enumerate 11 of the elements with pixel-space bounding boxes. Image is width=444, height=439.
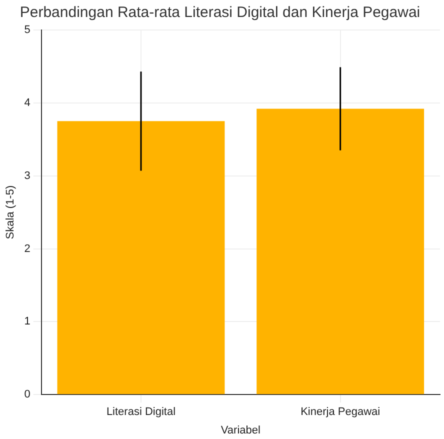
y-tick-label: 5 xyxy=(24,24,30,36)
x-tick-label: Kinerja Pegawai xyxy=(300,406,380,418)
y-tick-label: 3 xyxy=(24,170,30,182)
y-axis-title: Skala (1-5) xyxy=(4,185,17,240)
y-tick-label: 1 xyxy=(24,316,30,328)
x-axis-title: Variabel xyxy=(220,424,260,436)
y-tick-label: 2 xyxy=(24,242,30,255)
y-tick-label: 4 xyxy=(24,96,30,109)
x-tick-label: Literasi Digital xyxy=(106,406,176,418)
y-tick-label: 0 xyxy=(24,388,30,401)
chart-title: Perbandingan Rata-rata Literasi Digital dan Kinerja Pegawai xyxy=(20,4,420,22)
